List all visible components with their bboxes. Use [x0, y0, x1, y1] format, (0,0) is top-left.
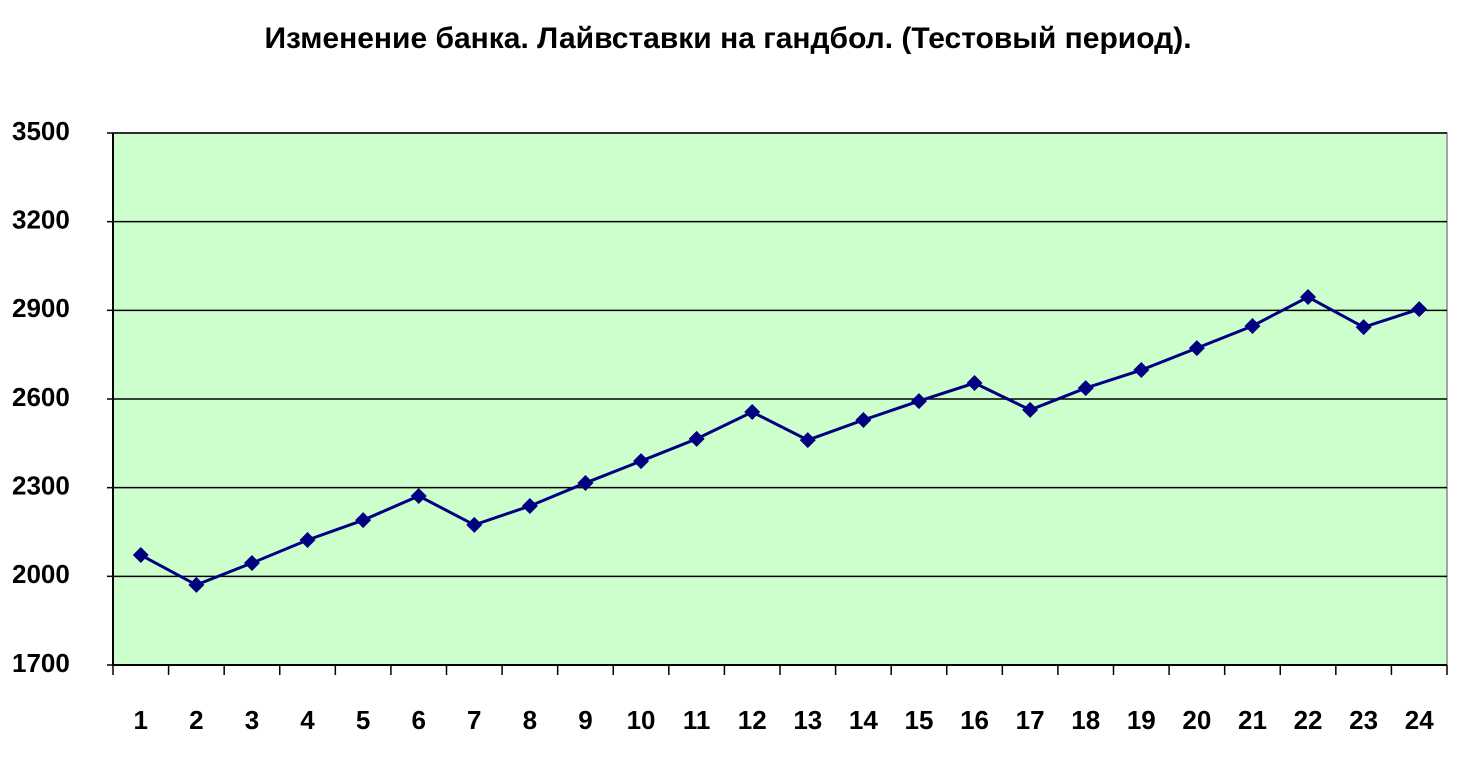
x-tick-label: 11	[683, 705, 711, 735]
y-tick-label: 2600	[12, 382, 70, 412]
marker	[355, 512, 372, 529]
marker	[188, 576, 205, 593]
chart-title: Изменение банка. Лайвставки на гандбол. …	[264, 22, 1191, 55]
x-tick-label: 21	[1238, 705, 1267, 735]
marker	[577, 474, 594, 491]
x-tick-label: 17	[1016, 705, 1045, 735]
y-tick-label: 3200	[12, 205, 70, 235]
x-tick-label: 20	[1182, 705, 1211, 735]
x-tick-label: 3	[245, 705, 259, 735]
x-tick-label: 12	[738, 705, 767, 735]
marker	[1188, 340, 1205, 357]
y-tick-label: 2900	[12, 293, 70, 323]
marker	[299, 531, 316, 548]
x-tick-label: 1	[134, 705, 148, 735]
marker	[744, 404, 761, 421]
x-tick-label: 16	[960, 705, 989, 735]
y-tick-label: 3500	[12, 116, 70, 146]
marker	[1244, 317, 1261, 334]
marker	[966, 375, 983, 392]
marker	[633, 453, 650, 470]
x-tick-label: 8	[523, 705, 537, 735]
x-tick-label: 24	[1405, 705, 1434, 735]
x-tick-label: 14	[849, 705, 878, 735]
x-tick-label: 6	[411, 705, 425, 735]
marker	[243, 555, 260, 572]
marker	[688, 430, 705, 447]
y-tick-label: 1700	[12, 648, 70, 678]
marker	[132, 547, 149, 564]
y-tick-label: 2300	[12, 471, 70, 501]
x-tick-label: 18	[1071, 705, 1100, 735]
x-tick-label: 19	[1127, 705, 1156, 735]
x-tick-label: 4	[300, 705, 315, 735]
x-tick-label: 22	[1294, 705, 1323, 735]
x-tick-label: 5	[356, 705, 370, 735]
line	[140, 295, 1420, 587]
x-tick-label: 7	[467, 705, 481, 735]
x-tick-label: 10	[627, 705, 656, 735]
marker	[910, 393, 927, 410]
marker	[466, 516, 483, 533]
x-tick-label: 2	[189, 705, 203, 735]
marker	[410, 487, 427, 504]
marker	[521, 497, 538, 514]
marker	[1077, 380, 1094, 397]
marker	[1300, 289, 1317, 306]
x-tick-label: 23	[1349, 705, 1378, 735]
marker	[1411, 301, 1428, 318]
marker	[855, 411, 872, 428]
x-tick-label: 9	[578, 705, 592, 735]
x-tick-label: 15	[904, 705, 933, 735]
marker	[1133, 362, 1150, 379]
marker	[1022, 401, 1039, 418]
x-tick-label: 13	[793, 705, 822, 735]
marker	[1355, 319, 1372, 336]
y-tick-label: 2000	[12, 559, 70, 589]
marker	[799, 432, 816, 449]
